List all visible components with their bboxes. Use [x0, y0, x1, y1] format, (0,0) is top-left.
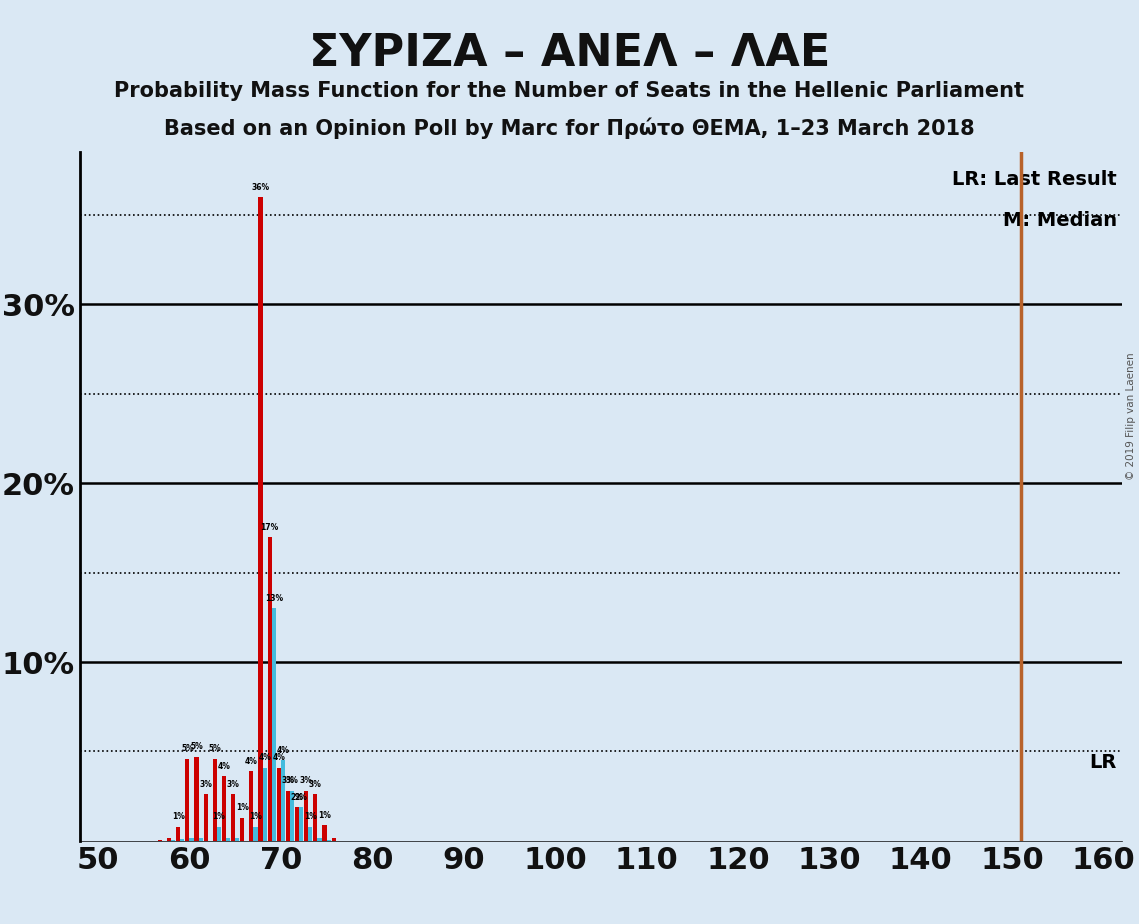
Text: 5%: 5% [190, 743, 203, 751]
Text: 1%: 1% [236, 803, 248, 812]
Bar [286, 791, 290, 841]
Bar [263, 768, 267, 841]
Bar [277, 768, 281, 841]
Bar [189, 838, 194, 841]
Text: 3%: 3% [281, 776, 294, 785]
Bar [195, 757, 198, 841]
Bar [313, 795, 318, 841]
Text: LR: LR [1089, 753, 1116, 772]
Text: 1%: 1% [318, 811, 331, 821]
Text: © 2019 Filip van Laenen: © 2019 Filip van Laenen [1126, 352, 1136, 480]
Text: 3%: 3% [309, 780, 322, 789]
Bar [231, 795, 235, 841]
Bar [177, 827, 180, 841]
Text: ΣΥΡΙΖΑ – ΑΝΕΛ – ΛΑΕ: ΣΥΡΙΖΑ – ΑΝΕΛ – ΛΑΕ [309, 32, 830, 76]
Text: M: Median: M: Median [1002, 211, 1116, 230]
Bar [309, 827, 312, 841]
Text: 4%: 4% [245, 757, 257, 766]
Bar [304, 791, 309, 841]
Text: 3%: 3% [286, 776, 298, 785]
Bar [318, 838, 321, 841]
Text: Based on an Opinion Poll by Marc for Πρώτο ΘΕΜΑ, 1–23 March 2018: Based on an Opinion Poll by Marc for Πρώ… [164, 117, 975, 139]
Bar [253, 827, 257, 841]
Text: Probability Mass Function for the Number of Seats in the Hellenic Parliament: Probability Mass Function for the Number… [115, 81, 1024, 102]
Text: 3%: 3% [199, 780, 212, 789]
Text: 4%: 4% [259, 753, 271, 762]
Bar [295, 807, 300, 841]
Text: 1%: 1% [304, 812, 317, 821]
Text: 3%: 3% [227, 780, 239, 789]
Bar [240, 818, 244, 841]
Text: 1%: 1% [213, 812, 226, 821]
Bar [272, 608, 276, 841]
Bar [281, 760, 285, 841]
Bar [268, 537, 272, 841]
Text: 5%: 5% [208, 744, 221, 753]
Text: 2%: 2% [295, 793, 308, 801]
Text: 5%: 5% [181, 744, 194, 753]
Text: 4%: 4% [218, 762, 230, 772]
Bar [198, 838, 203, 841]
Bar [216, 827, 221, 841]
Bar [249, 772, 254, 841]
Text: 4%: 4% [272, 753, 285, 762]
Text: 36%: 36% [252, 183, 270, 192]
Text: 13%: 13% [264, 594, 282, 603]
Text: 1%: 1% [249, 812, 262, 821]
Bar [180, 839, 185, 841]
Bar [167, 838, 171, 841]
Text: LR: Last Result: LR: Last Result [952, 170, 1116, 188]
Bar [226, 838, 230, 841]
Text: 1%: 1% [172, 812, 185, 821]
Bar [331, 838, 336, 841]
Bar [300, 807, 303, 841]
Text: 3%: 3% [300, 776, 313, 785]
Text: 2%: 2% [290, 793, 303, 801]
Bar [290, 791, 294, 841]
Bar [213, 759, 216, 841]
Text: 17%: 17% [261, 522, 279, 531]
Bar [186, 759, 189, 841]
Bar [322, 825, 327, 841]
Text: 4%: 4% [277, 746, 289, 755]
Bar [259, 197, 263, 841]
Bar [235, 838, 239, 841]
Bar [222, 776, 226, 841]
Bar [204, 795, 207, 841]
